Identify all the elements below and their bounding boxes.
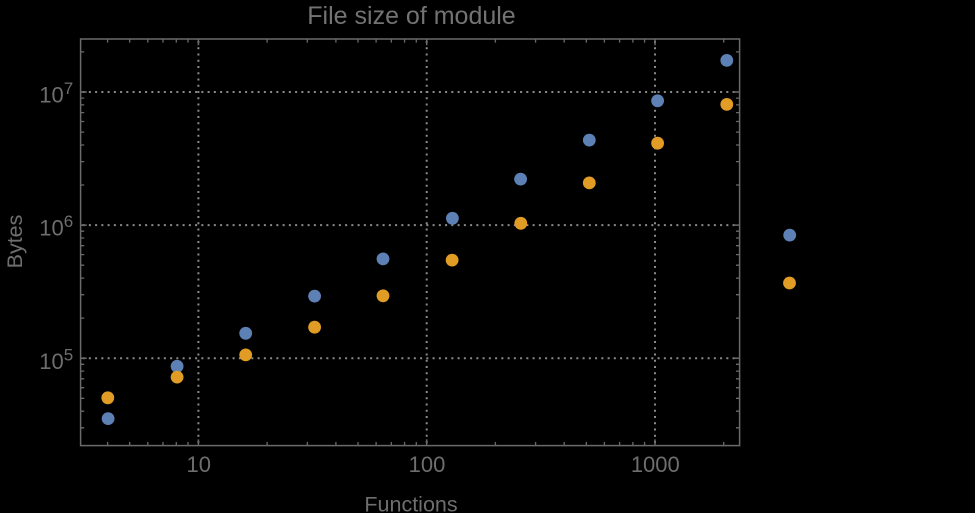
svg-text:Bytes: Bytes	[3, 215, 27, 269]
svg-text:1000: 1000	[631, 452, 680, 477]
svg-text:File size of module: File size of module	[307, 2, 515, 30]
svg-text:100: 100	[409, 452, 446, 477]
svg-text:10: 10	[186, 452, 210, 477]
svg-text:Functions: Functions	[364, 492, 457, 513]
